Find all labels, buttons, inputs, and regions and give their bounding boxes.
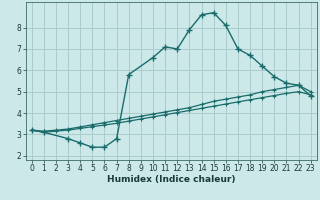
X-axis label: Humidex (Indice chaleur): Humidex (Indice chaleur) <box>107 175 236 184</box>
